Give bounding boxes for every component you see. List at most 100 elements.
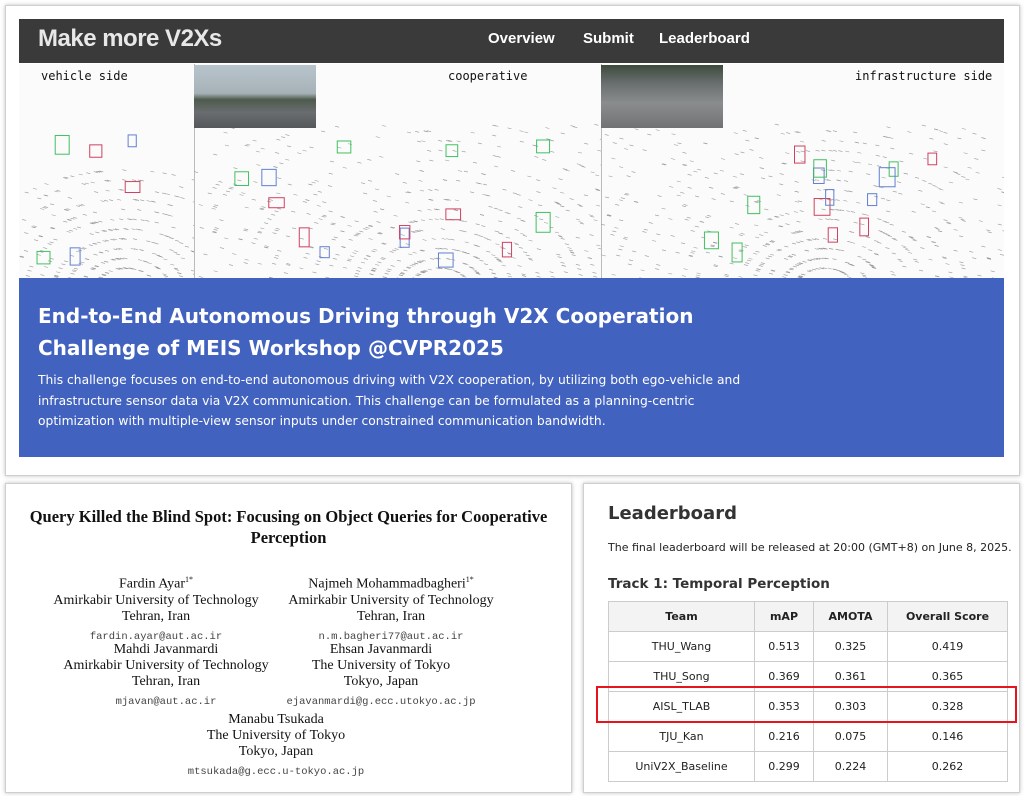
object-box (794, 145, 806, 164)
object-box (878, 167, 896, 188)
object-box (445, 208, 462, 221)
object-box (813, 159, 827, 178)
author-location: Tokyo, Japan (343, 674, 419, 689)
author-affiliation: The University of Tokyo (206, 728, 346, 743)
paper-header-panel: Query Killed the Blind Spot: Focusing on… (5, 483, 572, 793)
challenge-banner: End-to-End Autonomous Driving through V2… (19, 278, 1004, 457)
table-row: UniV2X_Baseline 0.299 0.224 0.262 (608, 751, 1008, 782)
table-row: TJU_Kan 0.216 0.075 0.146 (608, 721, 1008, 752)
table-cell: 0.216 (754, 721, 814, 752)
table-cell: 0.325 (813, 631, 888, 662)
object-box (747, 195, 761, 215)
author-affiliation: The University of Tokyo (311, 658, 451, 673)
object-box (127, 134, 137, 148)
author-email: fardin.ayar@aut.ac.ir (89, 630, 223, 643)
challenge-description: This challenge focuses on end-to-end aut… (38, 373, 741, 428)
challenge-title: End-to-End Autonomous Driving through V2… (38, 304, 694, 360)
object-box (703, 231, 719, 250)
table-cell: 0.262 (887, 751, 1008, 782)
author-email: ejavanmardi@g.ecc.utokyo.ac.jp (286, 696, 476, 708)
author-block: Ehsan Javanmardi The University of Tokyo T… (251, 642, 511, 710)
infrastructure-point-cloud (601, 123, 1004, 278)
table-header-row: Team mAP AMOTA Overall Score (608, 601, 1008, 632)
nav-leaderboard[interactable]: Leaderboard (659, 30, 750, 47)
object-box (69, 247, 81, 266)
table-cell: 0.303 (813, 691, 888, 722)
column-header: Team (608, 601, 755, 632)
nav-submit[interactable]: Submit (583, 30, 634, 47)
vehicle-side-view: vehicle side (19, 64, 195, 278)
author-name: Manabu Tsukada (228, 712, 324, 727)
author-affiliation: Amirkabir University of Technology (53, 592, 259, 608)
author-location: Tehran, Iran (131, 674, 201, 689)
table-cell: 0.075 (813, 721, 888, 752)
vehicle-side-label: vehicle side (41, 69, 128, 83)
author-name: Mahdi Javanmardi (113, 642, 219, 657)
object-box (399, 227, 410, 248)
table-cell: TJU_Kan (608, 721, 755, 752)
brand-logo[interactable]: Make more V2Xs (38, 25, 222, 52)
object-box (437, 252, 454, 268)
table-cell: 0.419 (887, 631, 1008, 662)
object-box (927, 152, 938, 166)
object-box (319, 246, 330, 259)
object-box (336, 140, 352, 154)
object-box (501, 241, 513, 258)
table-cell: 0.353 (754, 691, 814, 722)
table-cell: THU_Wang (608, 631, 755, 662)
table-cell: UniV2X_Baseline (608, 751, 755, 782)
vehicle-point-cloud (19, 134, 194, 278)
cooperative-label: cooperative (448, 69, 528, 83)
cooperative-point-cloud (194, 124, 601, 278)
object-box (36, 250, 51, 265)
object-box (54, 135, 70, 155)
leaderboard-panel: Leaderboard The final leaderboard will b… (583, 483, 1020, 793)
author-location: Tehran, Iran (356, 608, 426, 624)
object-box (813, 198, 831, 216)
object-box (298, 227, 310, 248)
point-cloud-visualization: vehicle side cooperative infrastructure … (19, 64, 1004, 278)
object-box (859, 217, 870, 237)
paper-title: Query Killed the Blind Spot: Focusing on… (29, 507, 548, 547)
nav-overview[interactable]: Overview (488, 30, 555, 47)
column-header: mAP (754, 601, 814, 632)
object-box (268, 197, 285, 209)
infrastructure-side-view: infrastructure side (601, 64, 1004, 278)
author-mark: 1* (465, 575, 474, 584)
column-header: AMOTA (813, 601, 888, 632)
object-box (825, 189, 835, 206)
navbar: Make more V2Xs Overview Submit Leaderboa… (19, 19, 1004, 63)
object-box (867, 193, 878, 207)
object-box (888, 161, 899, 177)
infrastructure-side-label: infrastructure side (855, 69, 993, 83)
author-block: Mahdi Javanmardi Amirkabir University of … (36, 642, 296, 710)
author-block: Najmeh Mohammadbagheri1* Amirkabir Univer… (261, 572, 521, 645)
author-email: mjavan@aut.ac.ir (115, 696, 217, 708)
object-box (535, 211, 551, 233)
leaderboard-title: Leaderboard (608, 503, 737, 524)
table-cell: THU_Song (608, 661, 755, 692)
object-box (89, 144, 103, 158)
author-location: Tehran, Iran (121, 608, 191, 624)
table-cell: 0.513 (754, 631, 814, 662)
object-box (445, 144, 459, 158)
table-cell: 0.224 (813, 751, 888, 782)
author-block: Fardin Ayar1* Amirkabir University of Tec… (26, 572, 286, 645)
author-block: Manabu Tsukada The University of Tokyo Tok… (146, 712, 406, 780)
object-box (261, 168, 277, 187)
object-box (731, 242, 743, 263)
author-email: n.m.bagheri77@aut.ac.ir (318, 630, 464, 643)
author-name: Fardin Ayar (119, 576, 185, 592)
object-box (124, 181, 141, 194)
author-affiliation: Amirkabir University of Technology (63, 658, 269, 673)
object-box (827, 227, 838, 243)
object-box (399, 225, 411, 240)
author-affiliation: Amirkabir University of Technology (288, 592, 494, 608)
track-title: Track 1: Temporal Perception (608, 576, 830, 592)
table-cell: 0.299 (754, 751, 814, 782)
cooperative-view: cooperative (194, 64, 602, 278)
object-box (536, 139, 551, 154)
infrastructure-camera-image (601, 65, 723, 128)
highlight-box (596, 686, 1017, 723)
author-location: Tokyo, Japan (238, 744, 314, 759)
